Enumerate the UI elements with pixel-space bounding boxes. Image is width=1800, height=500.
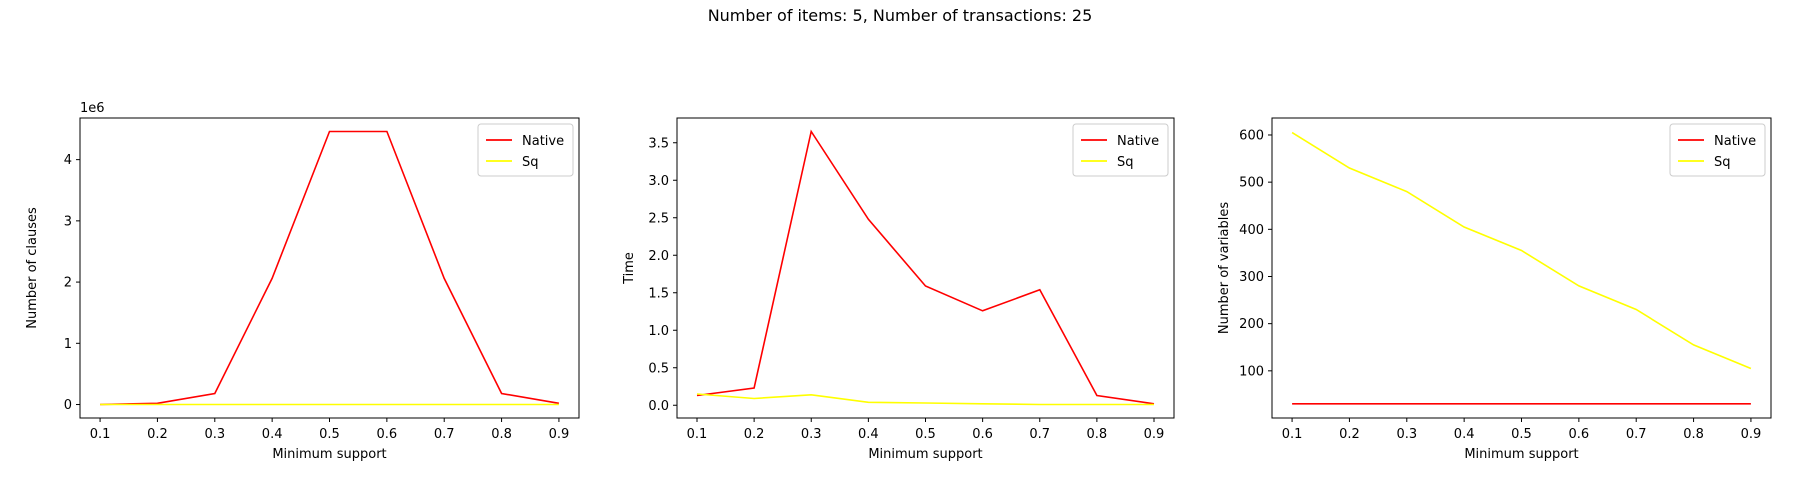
x-tick-label: 0.7 (1029, 427, 1050, 442)
legend-box (1669, 123, 1766, 177)
x-tick-label: 0.3 (204, 427, 225, 442)
y-tick-label: 1 (64, 337, 72, 352)
x-tick-label: 0.3 (801, 427, 822, 442)
series-line-sq (696, 393, 1154, 406)
y-tick-label: 600 (1239, 128, 1264, 143)
chart-panel-3: 0.1 0.2 0.3 0.4 0.5 0.6 0.7 0.8 0.9 100 200 300 400 5… (1217, 117, 1772, 462)
axis-offset-text: 1e6 (80, 101, 105, 116)
y-tick-label: 2 (64, 276, 72, 291)
legend-label-native: Native (522, 134, 564, 149)
x-tick-label: 0.9 (1741, 427, 1762, 442)
x-tick-label: 0.4 (262, 427, 283, 442)
x-tick-label: 0.2 (744, 427, 765, 442)
x-tick-label: 0.1 (1282, 427, 1303, 442)
x-tick-label: 0.4 (858, 427, 879, 442)
y-axis-label: Number of clauses (25, 207, 40, 329)
x-tick-label: 0.1 (687, 427, 708, 442)
chart-panel-1: 0.1 0.2 0.3 0.4 0.5 0.6 0.7 0.8 0.9 0 1 2 3 4 Minimum … (25, 101, 580, 462)
legend: Native Sq (477, 123, 574, 177)
x-tick-label: 0.4 (1454, 427, 1475, 442)
y-tick-label: 500 (1239, 176, 1264, 191)
x-axis-label: Minimum support (272, 447, 386, 462)
series-line-native (696, 129, 1155, 405)
legend-label-sq: Sq (1117, 155, 1134, 170)
chart-panel-2: 0.1 0.2 0.3 0.4 0.5 0.6 0.7 0.8 0.9 0.0 0.5 1.0 1.5 2… (622, 117, 1175, 462)
series-line-native (100, 130, 560, 406)
x-tick-label: 0.8 (1087, 427, 1108, 442)
x-tick-label: 0.5 (1511, 427, 1532, 442)
x-tick-label: 0.5 (915, 427, 936, 442)
x-tick-label: 0.6 (377, 427, 398, 442)
x-tick-label: 0.5 (319, 427, 340, 442)
x-tick-label: 0.8 (491, 427, 512, 442)
x-tick-label: 0.1 (90, 427, 111, 442)
y-tick-label: 4 (64, 153, 72, 168)
y-tick-label: 100 (1239, 364, 1264, 379)
legend-label-native: Native (1117, 134, 1159, 149)
y-axis-label: Number of variables (1217, 202, 1232, 334)
y-tick-label: 2.0 (648, 249, 669, 264)
legend: Native Sq (1669, 123, 1766, 177)
legend-box (1072, 123, 1169, 177)
y-tick-label: 2.5 (648, 211, 669, 226)
legend-label-sq: Sq (522, 155, 539, 170)
x-tick-label: 0.9 (549, 427, 570, 442)
y-tick-label: 0.0 (648, 399, 669, 414)
y-tick-label: 1.0 (648, 324, 669, 339)
y-tick-label: 0.5 (648, 361, 669, 376)
x-tick-label: 0.8 (1683, 427, 1704, 442)
x-tick-label: 0.3 (1396, 427, 1417, 442)
y-tick-label: 400 (1239, 223, 1264, 238)
x-axis-label: Minimum support (1464, 447, 1578, 462)
legend: Native Sq (1072, 123, 1169, 177)
x-tick-label: 0.2 (1339, 427, 1360, 442)
y-tick-label: 3 (64, 214, 72, 229)
legend-box (477, 123, 574, 177)
x-axis-label: Minimum support (868, 447, 982, 462)
x-tick-label: 0.2 (147, 427, 168, 442)
y-tick-label: 200 (1239, 317, 1264, 332)
legend-label-sq: Sq (1714, 155, 1731, 170)
x-tick-label: 0.9 (1144, 427, 1165, 442)
x-tick-label: 0.7 (1626, 427, 1647, 442)
series-line-sq (1291, 131, 1752, 370)
y-tick-label: 300 (1239, 270, 1264, 285)
y-axis-label: Time (622, 252, 637, 285)
y-tick-label: 1.5 (648, 286, 669, 301)
figure-title: Number of items: 5, Number of transactio… (707, 6, 1093, 25)
legend-label-native: Native (1714, 134, 1756, 149)
y-tick-label: 0 (64, 398, 72, 413)
x-tick-label: 0.6 (972, 427, 993, 442)
y-tick-label: 3.5 (648, 136, 669, 151)
x-tick-label: 0.6 (1569, 427, 1590, 442)
y-tick-label: 3.0 (648, 174, 669, 189)
x-tick-label: 0.7 (434, 427, 455, 442)
